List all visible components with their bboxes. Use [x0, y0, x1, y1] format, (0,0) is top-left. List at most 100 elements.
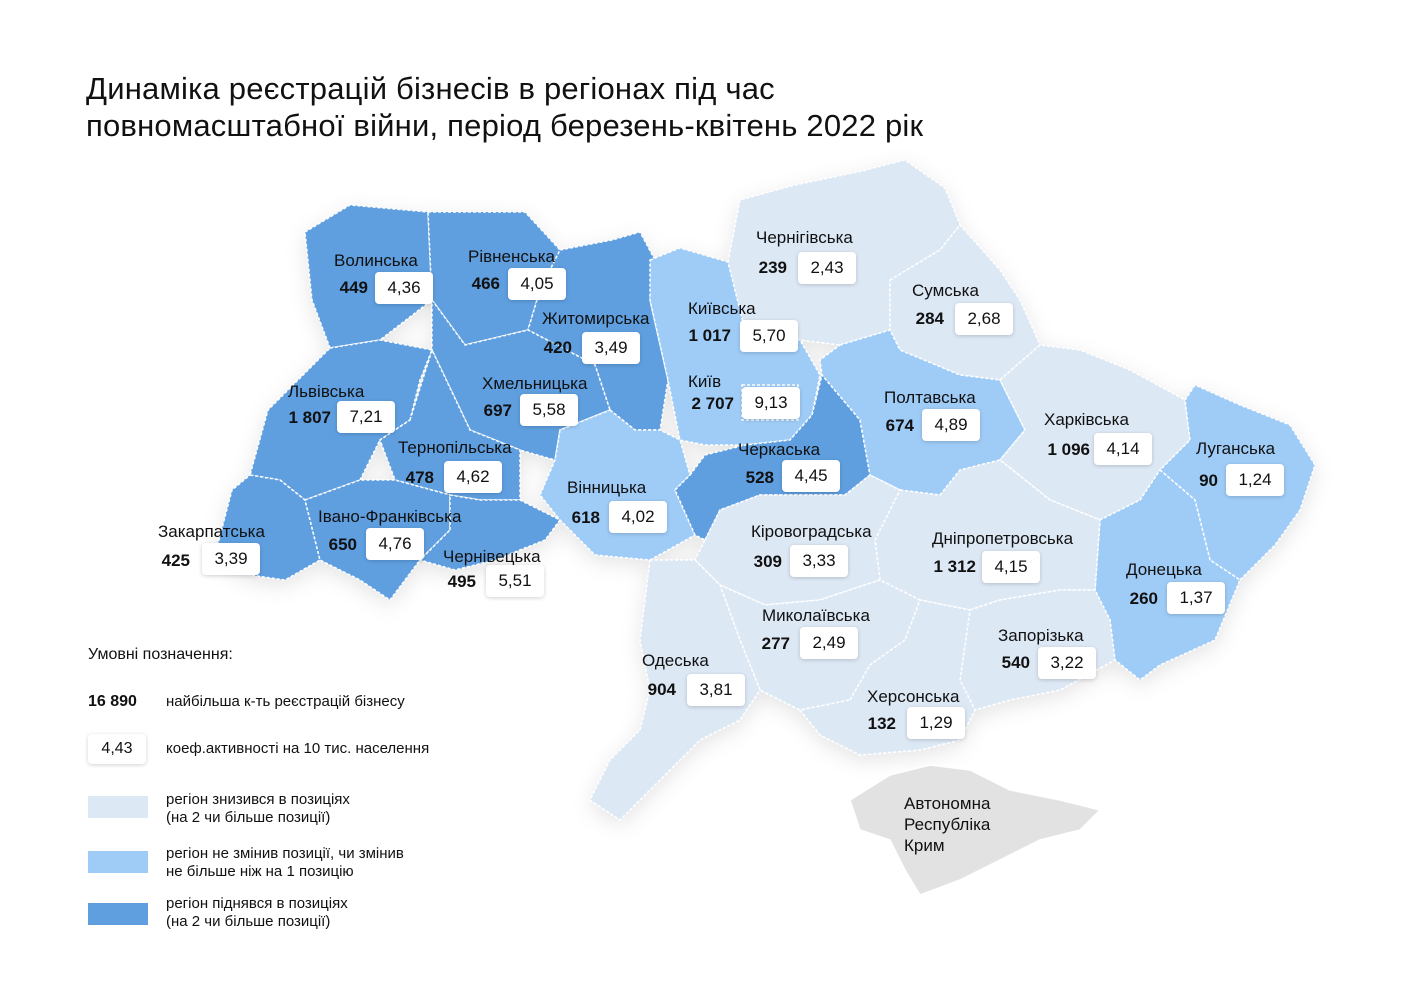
region-name-zhytomyrska: Житомирська	[542, 309, 650, 328]
region-count-ivanofrankivska: 650	[328, 535, 357, 554]
region-coef-sumska: 2,68	[955, 303, 1013, 335]
region-coef-mykolaivska: 2,49	[800, 627, 858, 659]
region-coef-kirovohradska: 3,33	[790, 545, 848, 577]
region-name-volynska: Волинська	[334, 251, 418, 270]
region-count-vinnytska: 618	[571, 508, 600, 527]
region-count-lvivska: 1 807	[288, 408, 331, 427]
region-name-chernihivska: Чернігівська	[756, 228, 853, 247]
region-coef-lvivska: 7,21	[337, 401, 395, 433]
region-count-ternopilska: 478	[405, 468, 434, 487]
region-coef-poltavska: 4,89	[922, 409, 980, 441]
region-name-rivnenska: Рівненська	[468, 247, 556, 266]
legend-text-low-line-1: регіон знизився в позиціях	[166, 791, 350, 808]
region-count-zhytomyrska: 420	[543, 338, 572, 357]
region-coef-rivnenska: 4,05	[508, 268, 566, 300]
region-count-cherkaska: 528	[745, 468, 774, 487]
region-coef-odeska: 3,81	[687, 674, 745, 706]
region-name-zakarpatska: Закарпатська	[158, 522, 265, 541]
legend-text-high: регіон піднявся в позиціях (на 2 чи біль…	[166, 895, 348, 931]
region-name-ternopilska: Тернопільська	[398, 438, 512, 457]
legend-coef-example: 4,43	[88, 734, 146, 764]
region-coef-volynska: 4,36	[375, 272, 433, 304]
region-shape-odeska	[589, 559, 761, 821]
region-name-poltavska: Полтавська	[884, 388, 976, 407]
region-coef-ternopilska: 4,62	[444, 461, 502, 493]
region-count-poltavska: 674	[885, 416, 914, 435]
legend-swatch-mid	[88, 851, 148, 873]
region-name-ivanofrankivska: Івано-Франківська	[318, 507, 462, 526]
legend-text-low-line-2: (на 2 чи більше позиції)	[166, 809, 331, 826]
region-name-khersonska: Херсонська	[867, 687, 960, 706]
region-name-chernivetska: Чернівецька	[443, 547, 541, 566]
legend-title: Умовні позначення:	[88, 646, 233, 663]
legend-swatch-low	[88, 796, 148, 818]
legend-text-low: регіон знизився в позиціях (на 2 чи біль…	[166, 791, 350, 827]
crimea-label-line-3: Крим	[904, 836, 945, 855]
region-count-sumska: 284	[915, 309, 944, 328]
region-count-kharkivska: 1 096	[1047, 440, 1090, 459]
region-count-khersonska: 132	[867, 714, 896, 733]
region-name-kirovohradska: Кіровоградська	[751, 522, 872, 541]
region-coef-chernihivska: 2,43	[798, 252, 856, 284]
region-count-volynska: 449	[339, 278, 368, 297]
region-coef-luhanska: 1,24	[1226, 464, 1284, 496]
region-name-luhanska: Луганська	[1196, 439, 1276, 458]
region-name-mykolaivska: Миколаївська	[762, 606, 870, 625]
region-count-kyivska: 1 017	[688, 326, 731, 345]
region-name-zaporizka: Запорізька	[998, 626, 1084, 645]
region-name-donetska: Донецька	[1126, 560, 1202, 579]
region-shape-volynska	[304, 204, 433, 349]
legend-swatch-high	[88, 903, 148, 925]
region-name-kyiv: Київ	[688, 372, 722, 391]
region-name-lvivska: Львівська	[288, 382, 365, 401]
legend-text-high-line-2: (на 2 чи більше позиції)	[166, 913, 331, 930]
region-count-mykolaivska: 277	[761, 634, 790, 653]
crimea-label-line-2: Республіка	[904, 815, 991, 834]
region-name-vinnytska: Вінницька	[567, 478, 647, 497]
legend-text-mid: регіон не змінив позиції, чи змінив не б…	[166, 845, 404, 881]
legend-count-example: 16 890	[88, 693, 137, 710]
region-name-odeska: Одеська	[642, 651, 709, 670]
region-name-sumska: Сумська	[912, 281, 979, 300]
region-coef-donetska: 1,37	[1167, 582, 1225, 614]
region-coef-khmelnytska: 5,58	[520, 394, 578, 426]
region-count-zaporizka: 540	[1001, 653, 1030, 672]
region-count-dnipropetrovska: 1 312	[933, 557, 976, 576]
region-count-kirovohradska: 309	[753, 552, 782, 571]
region-count-odeska: 904	[647, 680, 676, 699]
region-shape-crimea	[849, 764, 1102, 896]
title-line-1: Динаміка реєстрацій бізнесів в регіонах …	[86, 71, 775, 106]
region-count-khmelnytska: 697	[483, 401, 512, 420]
region-name-khmelnytska: Хмельницька	[482, 374, 588, 393]
page-title: Динаміка реєстрацій бізнесів в регіонах …	[86, 70, 1086, 144]
region-count-donetska: 260	[1129, 589, 1158, 608]
region-coef-dnipropetrovska: 4,15	[982, 551, 1040, 583]
region-coef-khersonska: 1,29	[907, 707, 965, 739]
region-coef-kyiv: 9,13	[742, 387, 800, 419]
region-coef-ivanofrankivska: 4,76	[366, 528, 424, 560]
region-count-chernihivska: 239	[758, 258, 787, 277]
region-coef-chernivetska: 5,51	[486, 565, 544, 597]
region-coef-vinnytska: 4,02	[609, 501, 667, 533]
legend-text-mid-line-2: не більше ніж на 1 позицію	[166, 863, 354, 880]
region-coef-zhytomyrska: 3,49	[582, 332, 640, 364]
region-name-dnipropetrovska: Дніпропетровська	[932, 529, 1074, 548]
region-count-luhanska: 90	[1199, 471, 1218, 490]
region-name-kharkivska: Харківська	[1044, 410, 1129, 429]
region-count-kyiv: 2 707	[691, 394, 734, 413]
legend-count-text: найбільша к-ть реєстрацій бізнесу	[166, 693, 405, 710]
title-line-2: повномасштабної війни, період березень-к…	[86, 108, 924, 143]
crimea-label-line-1: Автономна	[904, 794, 991, 813]
region-count-zakarpatska: 425	[161, 551, 190, 570]
region-coef-zaporizka: 3,22	[1038, 647, 1096, 679]
region-coef-kharkivska: 4,14	[1094, 433, 1152, 465]
region-coef-zakarpatska: 3,39	[202, 543, 260, 575]
crimea-label: Автономна Республіка Крим	[904, 793, 990, 856]
legend-text-high-line-1: регіон піднявся в позиціях	[166, 895, 348, 912]
region-name-kyivska: Київська	[688, 299, 756, 318]
region-shape-chernivetska	[418, 494, 562, 571]
region-count-chernivetska: 495	[447, 572, 476, 591]
region-count-rivnenska: 466	[471, 274, 500, 293]
region-coef-kyivska: 5,70	[740, 320, 798, 352]
